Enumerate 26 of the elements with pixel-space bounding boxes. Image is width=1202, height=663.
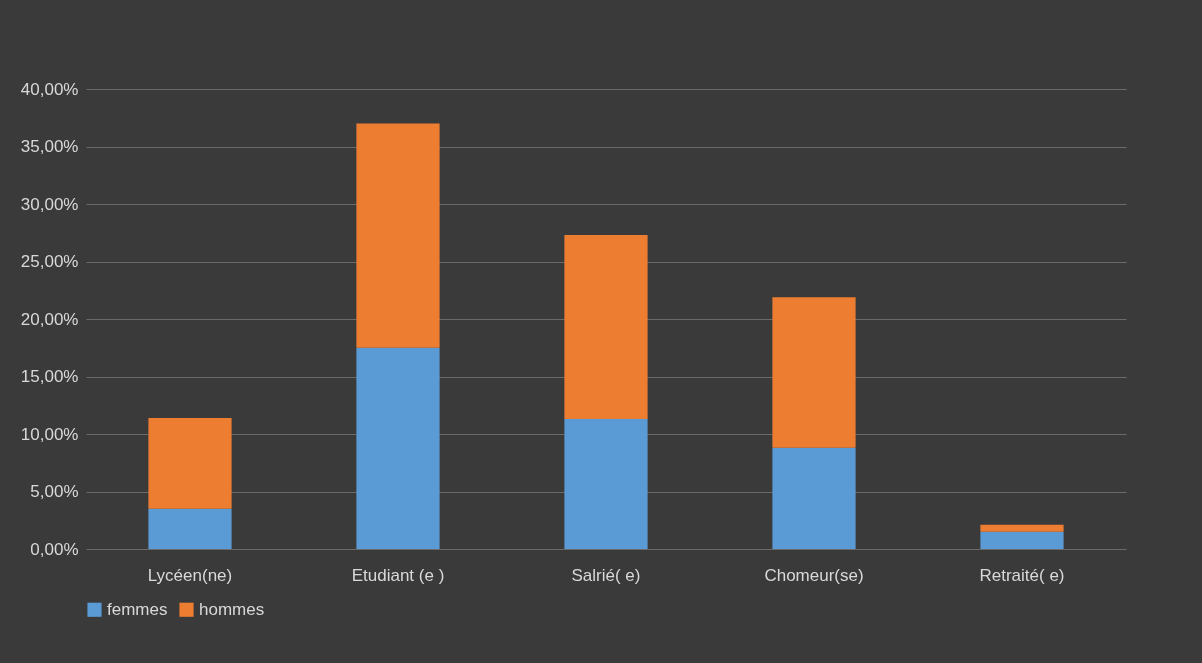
x-tick-label: Salrié( e) (571, 565, 641, 585)
bar (356, 123, 440, 348)
bar (148, 508, 232, 549)
bar (772, 297, 856, 448)
legend-label: femmes (107, 599, 168, 619)
x-tick-label: Retraité( e) (979, 565, 1065, 585)
bar (980, 531, 1064, 549)
y-tick-label: 15,00% (20, 367, 79, 386)
bar (564, 419, 648, 549)
bar (980, 524, 1064, 532)
y-tick-label: 40,00% (20, 79, 79, 99)
y-tick-label: 5,00% (30, 482, 79, 501)
y-tick-label: 25,00% (20, 252, 79, 271)
x-tick-label: Lycéen(ne) (147, 565, 233, 585)
y-tick-label: 30,00% (20, 194, 79, 214)
bar (356, 347, 440, 549)
bar (772, 447, 856, 549)
y-tick-label: 35,00% (20, 137, 79, 156)
x-tick-label: Chomeur(se) (764, 565, 864, 585)
y-tick-label: 10,00% (20, 424, 79, 444)
x-tick-label: Etudiant (e ) (351, 565, 445, 585)
y-tick-label: 0,00% (30, 539, 79, 559)
legend-label: hommes (199, 599, 265, 619)
bar (564, 235, 648, 420)
bar (148, 417, 232, 509)
y-tick-label: 20,00% (20, 309, 79, 329)
